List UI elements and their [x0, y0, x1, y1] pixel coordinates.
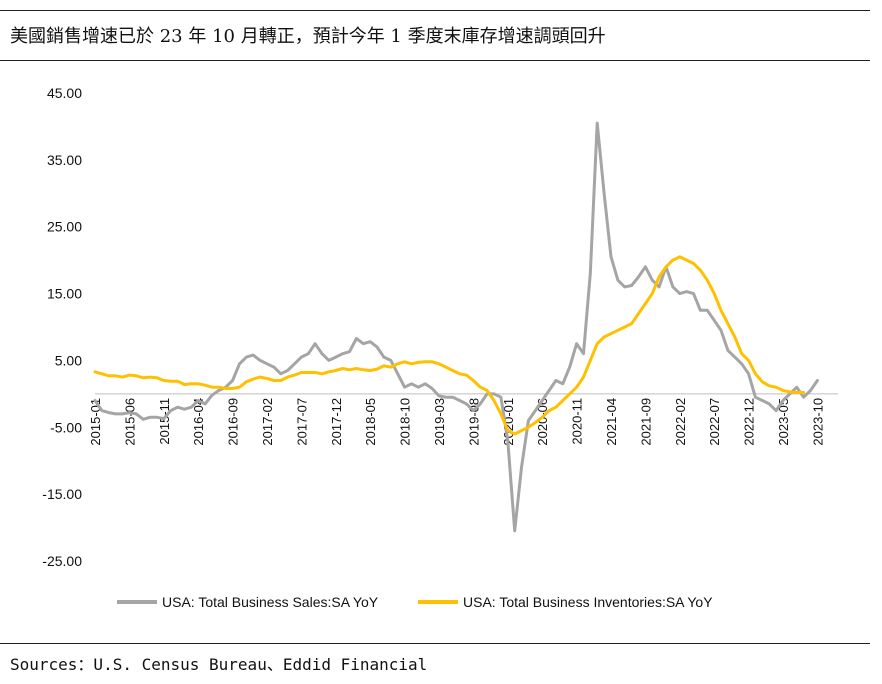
- y-tick-label: 25.00: [47, 219, 82, 235]
- y-tick-label: -25.00: [42, 553, 82, 569]
- x-tick-label: 2017-02: [260, 398, 275, 446]
- y-tick-label: 35.00: [47, 152, 82, 168]
- x-tick-label: 2016-09: [226, 398, 241, 446]
- x-tick-label: 2016-04: [191, 398, 206, 446]
- y-tick-label: -15.00: [42, 486, 82, 502]
- legend-label: USA: Total Business Sales:SA YoY: [162, 594, 379, 610]
- x-axis: 2015-01 2015-06 2015-11 2016-04 2016-09 2017-…: [88, 393, 838, 446]
- x-tick-label: 2021-04: [604, 398, 619, 446]
- x-tick-label: 2021-09: [638, 398, 653, 446]
- x-tick-label: 2022-07: [707, 398, 722, 446]
- x-tick-label: 2022-02: [673, 398, 688, 446]
- chart-title: 美國銷售增速已於 23 年 10 月轉正，預計今年 1 季度末庫存增速調頭回升: [10, 26, 606, 47]
- y-axis: 45.00 35.00 25.00 15.00 5.00 -5.00 -15.00 -25.0…: [42, 85, 82, 569]
- legend-item-sales: USA: Total Business Sales:SA YoY: [117, 594, 379, 610]
- y-tick-label: 5.00: [55, 352, 82, 368]
- x-tick-label: 2019-03: [432, 398, 447, 446]
- x-tick-label: 2018-05: [363, 398, 378, 446]
- legend-label: USA: Total Business Inventories:SA YoY: [463, 594, 713, 610]
- series-layer: [93, 121, 819, 533]
- y-tick-label: 15.00: [47, 286, 82, 302]
- x-tick-label: 2017-07: [294, 398, 309, 446]
- y-tick-label: 45.00: [47, 85, 82, 101]
- line-chart: 45.00 35.00 25.00 15.00 5.00 -5.00 -15.00 -25.0…: [42, 85, 838, 610]
- x-tick-label: 2019-08: [466, 398, 481, 446]
- x-tick-label: 2017-12: [329, 398, 344, 446]
- y-tick-label: -5.00: [50, 419, 82, 435]
- x-tick-label: 2015-01: [88, 398, 103, 446]
- top-rule: [0, 10, 870, 11]
- title-rule: [0, 60, 870, 61]
- source-rule: [0, 643, 870, 644]
- x-tick-label: 2023-10: [810, 398, 825, 446]
- x-tick-label: 2015-06: [122, 398, 137, 446]
- x-tick-label: 2020-11: [570, 398, 585, 445]
- source-note: Sources：U.S. Census Bureau、Eddid Financi…: [10, 655, 428, 674]
- legend-item-inventories: USA: Total Business Inventories:SA YoY: [418, 594, 713, 610]
- x-tick-label: 2023-05: [776, 398, 791, 446]
- series-line-sales: [93, 121, 819, 533]
- x-tick-label: 2022-12: [742, 398, 757, 446]
- series-line-inventories: [93, 255, 806, 436]
- x-tick-label: 2020-06: [535, 398, 550, 446]
- x-tick-label: 2018-10: [398, 398, 413, 446]
- x-tick-label: 2015-11: [157, 398, 172, 445]
- legend: USA: Total Business Sales:SA YoY USA: Tot…: [117, 594, 713, 610]
